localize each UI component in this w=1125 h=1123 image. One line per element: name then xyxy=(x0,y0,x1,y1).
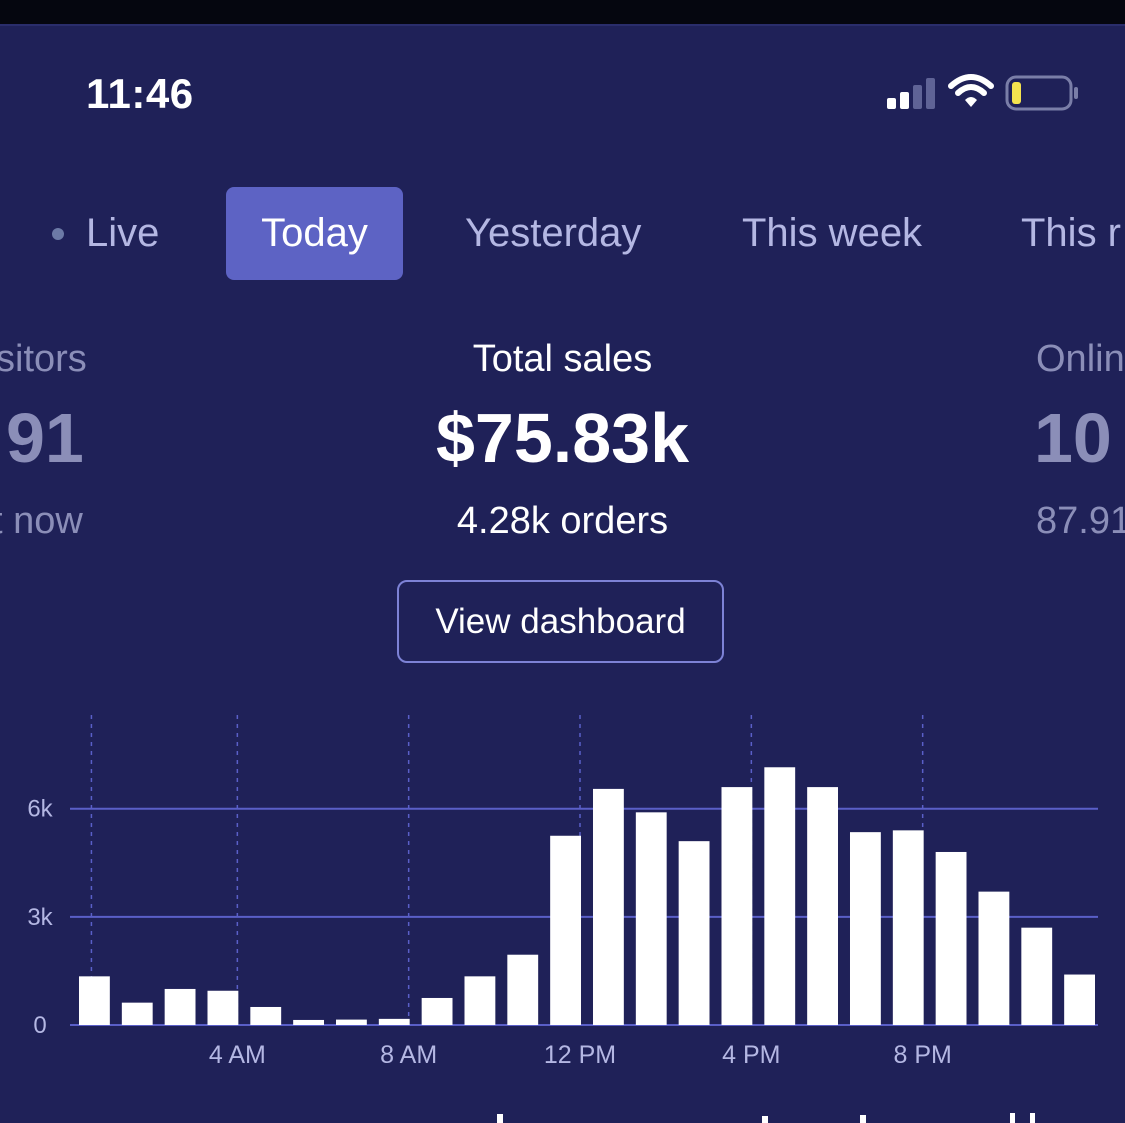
y-tick-label: 3k xyxy=(27,904,53,931)
sales-bar xyxy=(935,851,967,1025)
sales-bar xyxy=(421,997,453,1025)
metric-online-value: 10 xyxy=(1034,399,1112,477)
battery-low-icon xyxy=(1005,75,1078,111)
tab-this-week[interactable]: This week xyxy=(742,211,923,255)
time-range-tabs: Live Today Yesterday This week This r xyxy=(0,187,1125,280)
sales-bar xyxy=(892,830,924,1025)
sales-bar xyxy=(378,1018,410,1025)
x-tick-label: 4 AM xyxy=(209,1041,266,1069)
status-time: 11:46 xyxy=(86,70,194,117)
metric-visitors-sub: t now xyxy=(0,500,83,542)
metric-visitors-label: sitors xyxy=(0,338,87,380)
metric-visitors-value: 91 xyxy=(6,399,84,477)
sales-bar xyxy=(592,788,624,1025)
tab-yesterday[interactable]: Yesterday xyxy=(465,211,642,255)
sales-bar xyxy=(464,976,496,1025)
sales-bar xyxy=(121,1002,153,1025)
y-tick-label: 6k xyxy=(27,796,53,823)
y-tick-label: 0 xyxy=(33,1012,46,1039)
sales-bar xyxy=(550,835,582,1025)
sales-bar xyxy=(678,841,710,1025)
sales-bar xyxy=(1064,974,1096,1025)
sales-bar xyxy=(807,787,839,1025)
sales-bar xyxy=(164,988,196,1025)
view-dashboard-button[interactable]: View dashboard xyxy=(397,580,724,663)
sales-bar xyxy=(635,812,667,1025)
sales-bar xyxy=(250,1006,282,1025)
sales-bar xyxy=(78,976,110,1025)
sales-bar xyxy=(335,1019,367,1025)
metric-online-label: Onlin xyxy=(1036,338,1125,380)
top-bezel xyxy=(0,0,1125,26)
x-tick-label: 8 AM xyxy=(380,1041,437,1069)
metric-sales-orders: 4.28k orders xyxy=(456,500,669,542)
hourly-sales-chart: 0 3k 6k 4 AM 8 AM 12 PM 4 PM 8 PM xyxy=(27,715,1098,1069)
x-tick-label: 12 PM xyxy=(544,1041,616,1069)
sales-bar xyxy=(978,891,1010,1025)
tab-this-month[interactable]: This r xyxy=(1021,211,1121,255)
sales-bar xyxy=(721,787,753,1025)
sales-bar xyxy=(764,767,796,1025)
sales-bar xyxy=(1021,927,1053,1025)
live-indicator-dot xyxy=(52,227,64,240)
tab-live-label: Live xyxy=(86,211,160,255)
metric-sales-value: $75.83k xyxy=(435,399,690,477)
x-tick-label: 8 PM xyxy=(893,1041,951,1069)
wifi-icon xyxy=(948,74,994,107)
sales-bar xyxy=(293,1019,325,1025)
sales-bar xyxy=(849,832,881,1025)
x-tick-label: 4 PM xyxy=(722,1041,780,1069)
metric-online-sub: 87.91 xyxy=(1036,500,1125,542)
cellular-signal-icon xyxy=(887,78,935,109)
cut-off-text-fragment xyxy=(497,1113,1035,1123)
sales-bar xyxy=(207,990,239,1025)
tab-today[interactable]: Today xyxy=(226,187,403,280)
tab-live[interactable]: Live xyxy=(52,187,159,280)
metric-sales-label: Total sales xyxy=(472,338,653,380)
sales-bar xyxy=(507,954,539,1025)
